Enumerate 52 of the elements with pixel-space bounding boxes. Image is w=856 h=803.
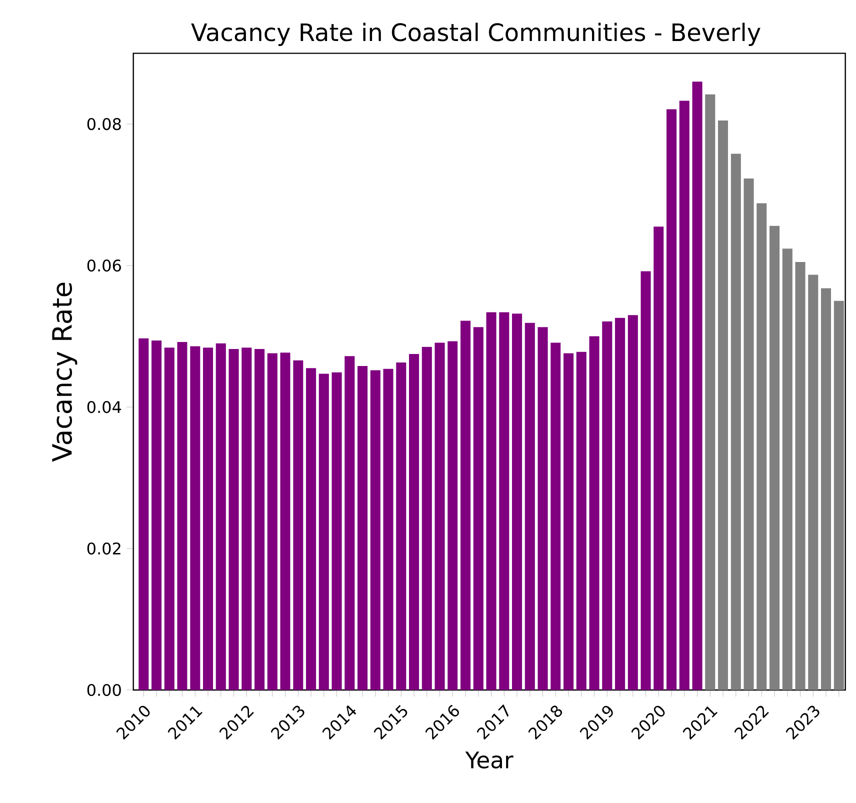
bar (666, 109, 677, 690)
bar (254, 349, 265, 690)
bar (589, 336, 600, 690)
bar (370, 370, 380, 690)
bar (138, 338, 149, 690)
bar (318, 374, 329, 690)
bar (448, 341, 458, 690)
bar (550, 342, 561, 690)
bar (692, 82, 702, 690)
bar (422, 347, 432, 690)
bar (654, 226, 664, 690)
bar (164, 348, 174, 690)
bar (344, 356, 355, 690)
bar (679, 100, 690, 690)
x-axis-title: Year (465, 752, 514, 769)
bar (280, 352, 290, 690)
bar (473, 327, 484, 690)
bar (216, 344, 226, 690)
bar (486, 312, 496, 690)
bar (538, 327, 548, 690)
bar (332, 372, 342, 690)
chart-title: Vacancy Rate in Coastal Communities - Beverly (191, 22, 760, 46)
bar (202, 348, 214, 690)
bar (434, 342, 445, 690)
bar (628, 315, 638, 690)
bar (512, 314, 522, 690)
bar (576, 352, 586, 690)
bar (228, 349, 239, 690)
bar (357, 366, 368, 690)
bar (306, 368, 316, 690)
bar (409, 354, 420, 690)
bar (267, 353, 278, 690)
bar (396, 362, 406, 690)
y-axis-title: Vacancy Rate (52, 282, 78, 462)
bar (615, 318, 626, 690)
bar (151, 340, 162, 690)
bar (293, 360, 304, 690)
y-tick-label: 0.06 (87, 260, 121, 272)
y-tick-label: 0.02 (87, 542, 120, 555)
bar (383, 369, 394, 690)
bar (242, 348, 252, 690)
bar (190, 346, 200, 690)
bar (499, 312, 510, 690)
bar (524, 323, 535, 690)
bar (177, 342, 188, 690)
y-tick-label: 0.08 (87, 118, 121, 130)
bar (460, 320, 471, 690)
bar (640, 271, 651, 690)
y-tick-label: 0.00 (87, 684, 121, 696)
bar (564, 353, 574, 690)
bar (602, 322, 612, 690)
y-tick-label: 0.04 (87, 401, 122, 414)
